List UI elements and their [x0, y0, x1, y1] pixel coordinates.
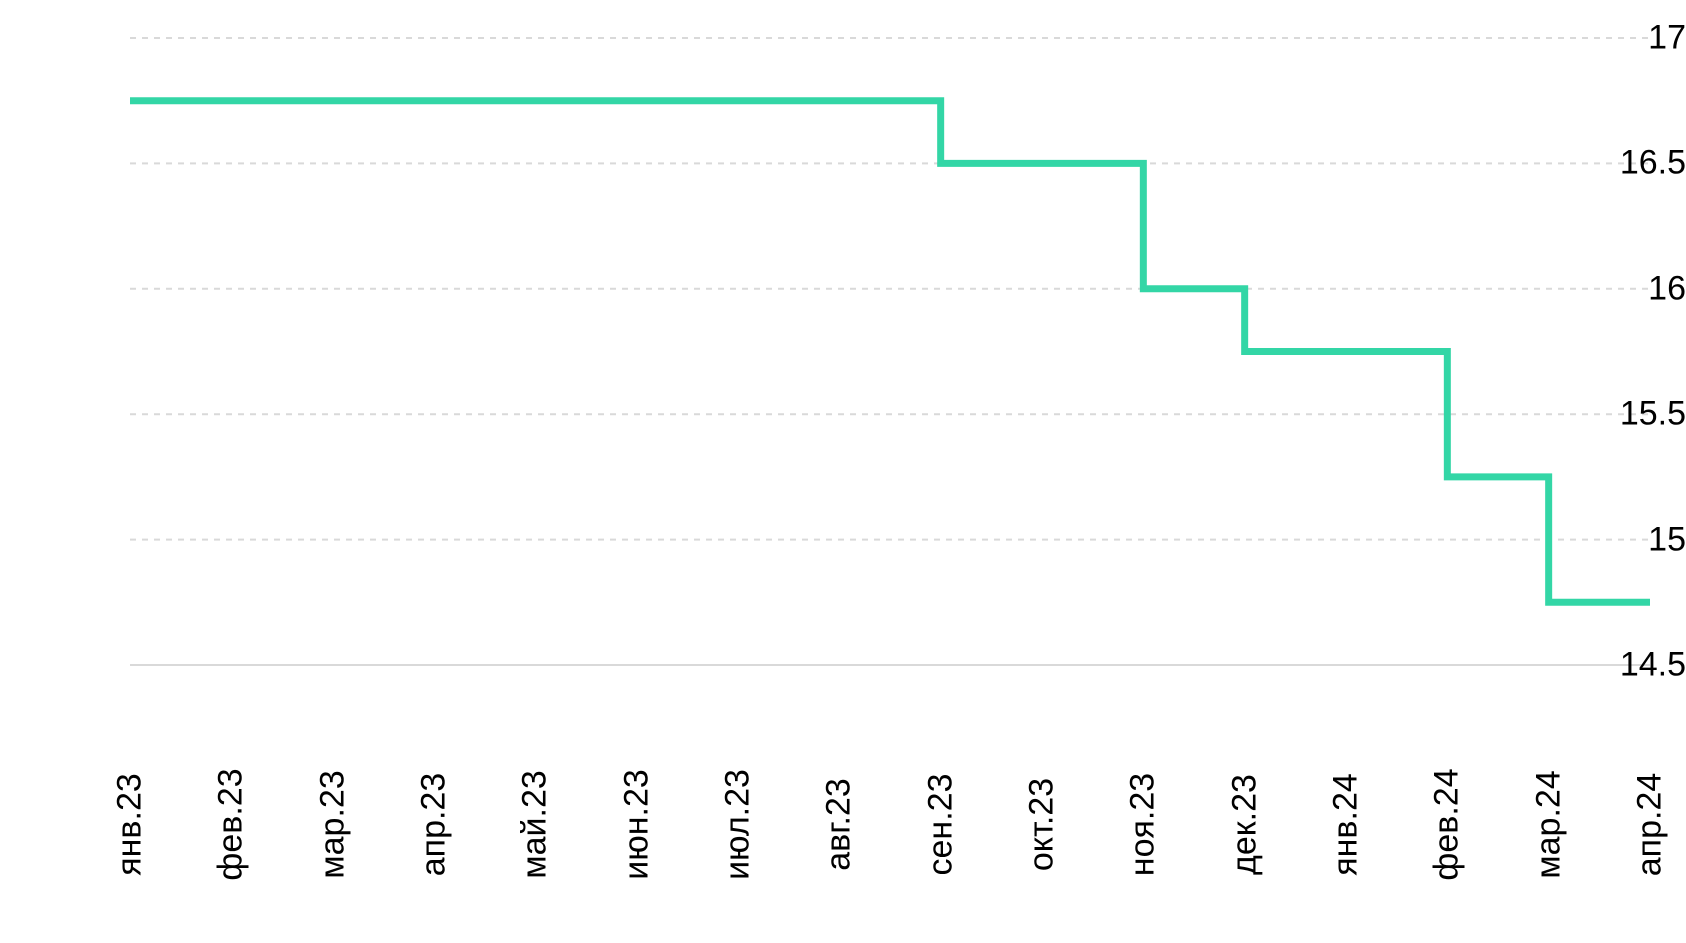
- x-tick-label: май.23: [516, 770, 555, 879]
- x-tick-label: авг.23: [820, 778, 859, 871]
- series-line: [130, 101, 1650, 603]
- x-tick-label: июл.23: [719, 769, 758, 880]
- x-tick-label: дек.23: [1225, 774, 1264, 875]
- x-tick-label: янв.24: [1327, 773, 1366, 876]
- x-tick-label: фев.23: [212, 768, 251, 880]
- x-tick-label: янв.23: [111, 773, 150, 876]
- x-tick-label: фев.24: [1428, 768, 1467, 880]
- x-tick-label: апр.24: [1631, 773, 1670, 877]
- y-tick-label: 17: [1574, 19, 1686, 58]
- x-tick-label: окт.23: [1023, 778, 1062, 871]
- x-tick-label: сен.23: [921, 774, 960, 876]
- x-tick-label: апр.23: [415, 773, 454, 877]
- y-tick-label: 15.5: [1574, 395, 1686, 434]
- y-tick-label: 16.5: [1574, 144, 1686, 183]
- y-tick-label: 14.5: [1574, 646, 1686, 685]
- x-tick-label: мар.24: [1529, 770, 1568, 878]
- x-tick-label: ноя.23: [1124, 773, 1163, 876]
- step-line-chart: 14.5 15 15.5 16 16.5 17 янв.23 фев.23 мар.23 апр…: [0, 0, 1686, 943]
- x-tick-label: июн.23: [617, 769, 656, 880]
- y-tick-label: 16: [1574, 269, 1686, 308]
- x-tick-label: мар.23: [313, 770, 352, 878]
- y-tick-label: 15: [1574, 520, 1686, 559]
